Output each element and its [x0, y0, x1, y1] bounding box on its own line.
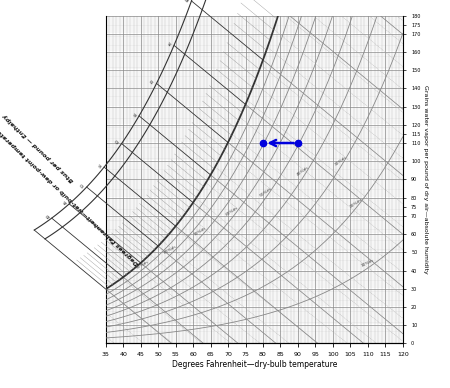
- Text: 50: 50: [80, 181, 86, 187]
- Text: 70%rh: 70%rh: [194, 227, 207, 237]
- Text: 70: 70: [149, 77, 156, 83]
- Text: 80%rh: 80%rh: [163, 245, 177, 255]
- Text: 40: 40: [45, 212, 51, 218]
- Text: 60%rh: 60%rh: [225, 206, 239, 217]
- Text: 20%rh: 20%rh: [349, 197, 363, 208]
- Text: Btus per pound — Enthalpy: Btus per pound — Enthalpy: [2, 113, 75, 182]
- Text: 45: 45: [62, 197, 68, 204]
- Text: 75: 75: [167, 39, 173, 45]
- Text: 90%rh: 90%rh: [135, 260, 149, 270]
- Text: Degrees Fahrenheit—wet-bulb or dew-point temperature: Degrees Fahrenheit—wet-bulb or dew-point…: [0, 123, 140, 265]
- Text: 40%rh: 40%rh: [297, 165, 310, 177]
- Text: 55: 55: [97, 161, 104, 167]
- Text: 10%rh: 10%rh: [360, 258, 375, 268]
- Text: 60: 60: [115, 137, 121, 144]
- Text: 65: 65: [132, 109, 138, 116]
- Text: 80: 80: [184, 0, 191, 1]
- Text: 30%rh: 30%rh: [334, 155, 348, 166]
- X-axis label: Degrees Fahrenheit—dry-bulb temperature: Degrees Fahrenheit—dry-bulb temperature: [171, 360, 337, 369]
- Text: 50%rh: 50%rh: [259, 186, 273, 197]
- Y-axis label: Grains water vapor per pound of dry air—absolute humidity: Grains water vapor per pound of dry air—…: [423, 85, 428, 274]
